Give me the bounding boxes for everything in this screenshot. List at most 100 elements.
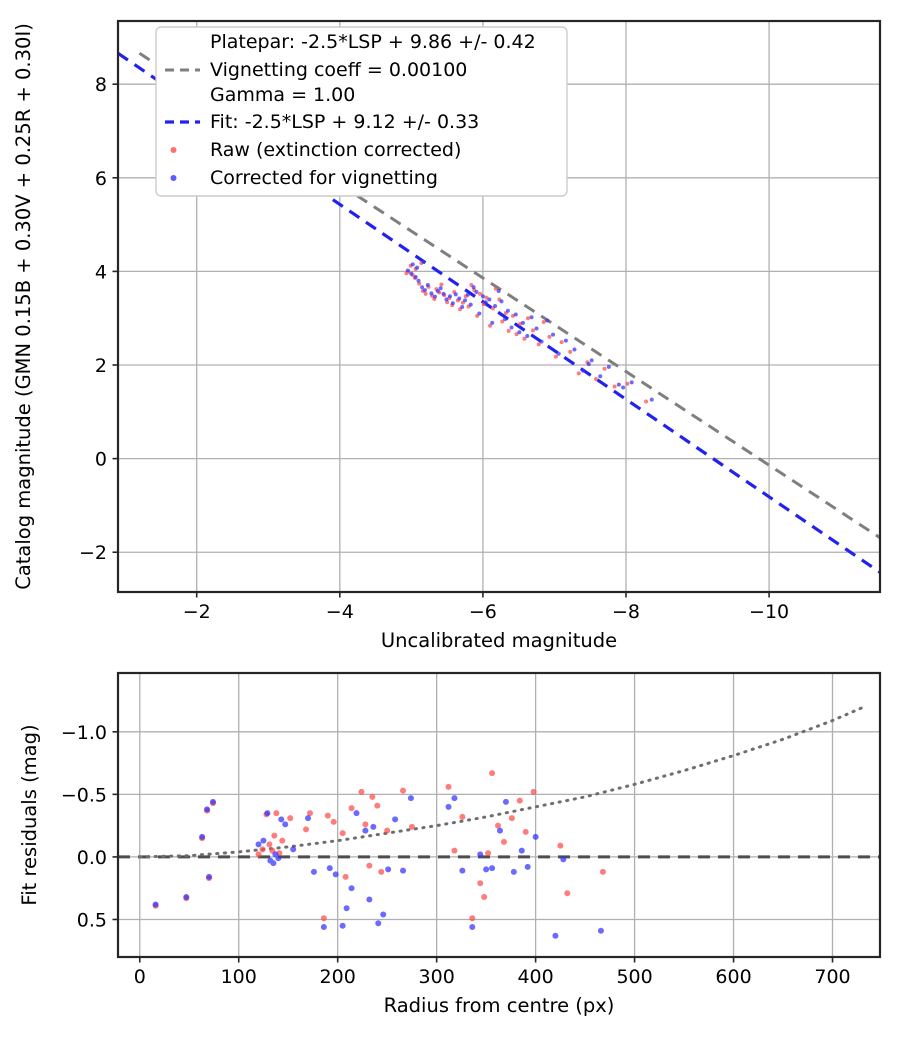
data-point (597, 927, 604, 934)
data-point (505, 308, 510, 313)
data-point (477, 880, 484, 887)
data-point (509, 325, 514, 330)
data-point (564, 890, 571, 897)
legend-entry: Platepar: -2.5*LSP + 9.86 +/- 0.42 (210, 31, 536, 53)
legend-entry: Fit: -2.5*LSP + 9.12 +/- 0.33 (165, 111, 479, 133)
data-point (306, 810, 313, 817)
data-point (358, 788, 365, 795)
data-point (259, 846, 266, 853)
legend-blue-dot-icon (170, 175, 177, 181)
data-point (621, 385, 626, 390)
data-point (495, 822, 502, 829)
data-point (324, 812, 331, 819)
data-point (210, 798, 216, 805)
data-point (343, 905, 350, 912)
data-point (273, 810, 280, 817)
y-tick-label: 0 (95, 449, 107, 471)
data-point (557, 842, 564, 849)
data-point (547, 334, 552, 339)
data-point (516, 797, 523, 804)
data-point (532, 833, 539, 840)
axes-frame (116, 19, 882, 594)
y-tick-label: −2 (79, 542, 107, 564)
data-point (369, 793, 376, 800)
data-point (581, 368, 586, 373)
data-point (305, 815, 312, 822)
x-axis-label: Radius from centre (px) (384, 994, 615, 1017)
data-point (451, 847, 458, 854)
y-tick-label: 2 (95, 355, 107, 377)
data-point (278, 816, 285, 823)
data-point (330, 818, 337, 825)
data-point (378, 868, 385, 875)
tick-labels: 0 100 200 300 400 500 600 700 0.5 0.0 −0.5 −1.0 (61, 722, 851, 988)
data-point (339, 922, 346, 929)
data-point (471, 285, 476, 290)
data-point (438, 286, 443, 291)
data-point (439, 282, 444, 287)
data-point (522, 336, 527, 341)
data-point (421, 260, 426, 265)
data-point (552, 932, 559, 939)
data-point (332, 871, 339, 878)
data-point (420, 285, 425, 290)
data-point (629, 380, 634, 385)
data-point (459, 867, 466, 874)
data-point (310, 868, 317, 875)
data-point (413, 275, 418, 280)
data-point (407, 795, 414, 802)
data-point (545, 318, 550, 323)
legend-entry: Corrected for vignetting (170, 167, 438, 189)
data-point (506, 328, 511, 333)
y-tick-label: 8 (95, 74, 107, 96)
data-point (524, 863, 531, 870)
legend-label: Gamma = 1.00 (210, 84, 355, 106)
data-point (481, 893, 488, 900)
data-point (339, 830, 346, 837)
data-point (500, 319, 505, 324)
x-tick-label: −4 (326, 601, 354, 623)
data-point (469, 923, 476, 930)
data-point (510, 868, 517, 875)
data-point (593, 377, 598, 382)
data-point (432, 294, 437, 299)
data-point (568, 349, 573, 354)
x-tick-label: −6 (469, 601, 497, 623)
data-point (649, 397, 654, 402)
data-point (598, 374, 603, 379)
data-point (445, 783, 452, 790)
data-point (551, 332, 556, 337)
data-point (541, 319, 546, 324)
data-point (435, 289, 440, 294)
data-point (485, 850, 492, 857)
data-point (488, 323, 493, 328)
data-point (366, 896, 373, 903)
data-point (445, 803, 452, 810)
data-point (453, 292, 458, 297)
data-point (384, 827, 391, 834)
legend-entry: Vignetting coeff = 0.00100 (165, 59, 467, 81)
data-point (409, 271, 414, 276)
x-tick-label: 100 (221, 966, 257, 988)
data-point (375, 920, 382, 927)
data-point (457, 296, 462, 301)
data-point (520, 320, 525, 325)
data-point (425, 282, 430, 287)
y-tick-label: −0.5 (61, 784, 107, 806)
data-point (270, 860, 277, 867)
data-point (477, 851, 484, 858)
y-tick-label: 4 (95, 261, 107, 283)
data-point (255, 841, 262, 848)
legend-label: Platepar: -2.5*LSP + 9.86 +/- 0.42 (210, 31, 536, 53)
data-point (513, 312, 518, 317)
data-point (503, 317, 508, 322)
data-point (483, 866, 490, 873)
data-point (556, 351, 561, 356)
x-tick-label: 700 (814, 966, 850, 988)
data-point (612, 384, 617, 389)
data-point (260, 837, 267, 844)
data-point (410, 262, 415, 267)
data-layer (118, 704, 880, 939)
x-tick-label: 300 (419, 966, 455, 988)
